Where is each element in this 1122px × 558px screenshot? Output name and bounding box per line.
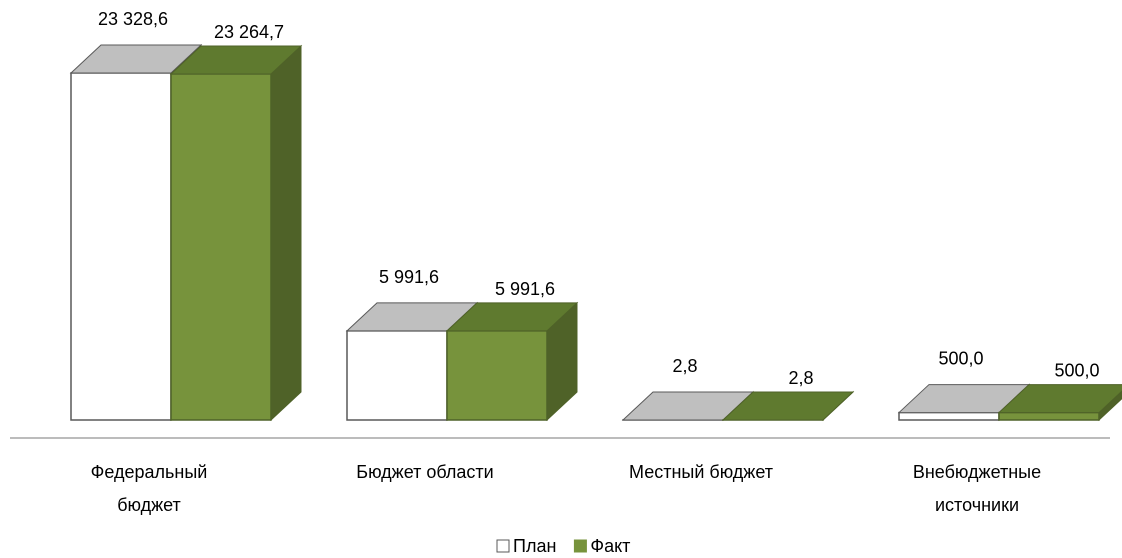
legend-swatch [496,539,510,553]
bar [721,390,855,422]
bar-side [270,44,302,422]
bar-front [346,330,448,421]
bar-top [721,391,855,421]
bar-top [169,45,303,75]
x-tick-label: Федеральный бюджет [90,462,208,515]
x-tick-label: Местный бюджет [629,462,773,482]
bar-front [446,330,548,421]
bar-front [70,72,172,421]
data-label: 23 264,7 [214,22,284,42]
data-label: 5 991,6 [379,267,439,287]
data-label: 2,8 [672,356,697,376]
legend-swatch [573,539,587,553]
legend-label: План [513,536,556,556]
data-label: 2,8 [788,368,813,388]
data-label: 500,0 [1054,361,1099,381]
bar-front [170,73,272,421]
data-label: 23 328,6 [98,9,168,29]
bar [997,384,1122,422]
bar-top [997,384,1122,414]
x-tick-label: Бюджет области [356,462,494,482]
bar [445,301,579,422]
bar-front [998,411,1100,421]
bar-top [69,44,203,74]
legend-label: Факт [590,536,630,556]
x-tick-label: Внебюджетные источники [912,462,1042,515]
data-label: 500,0 [938,349,983,369]
bar [169,44,303,422]
bar-front [898,411,1000,421]
bar-top [445,302,579,332]
data-label: 5 991,6 [495,279,555,299]
